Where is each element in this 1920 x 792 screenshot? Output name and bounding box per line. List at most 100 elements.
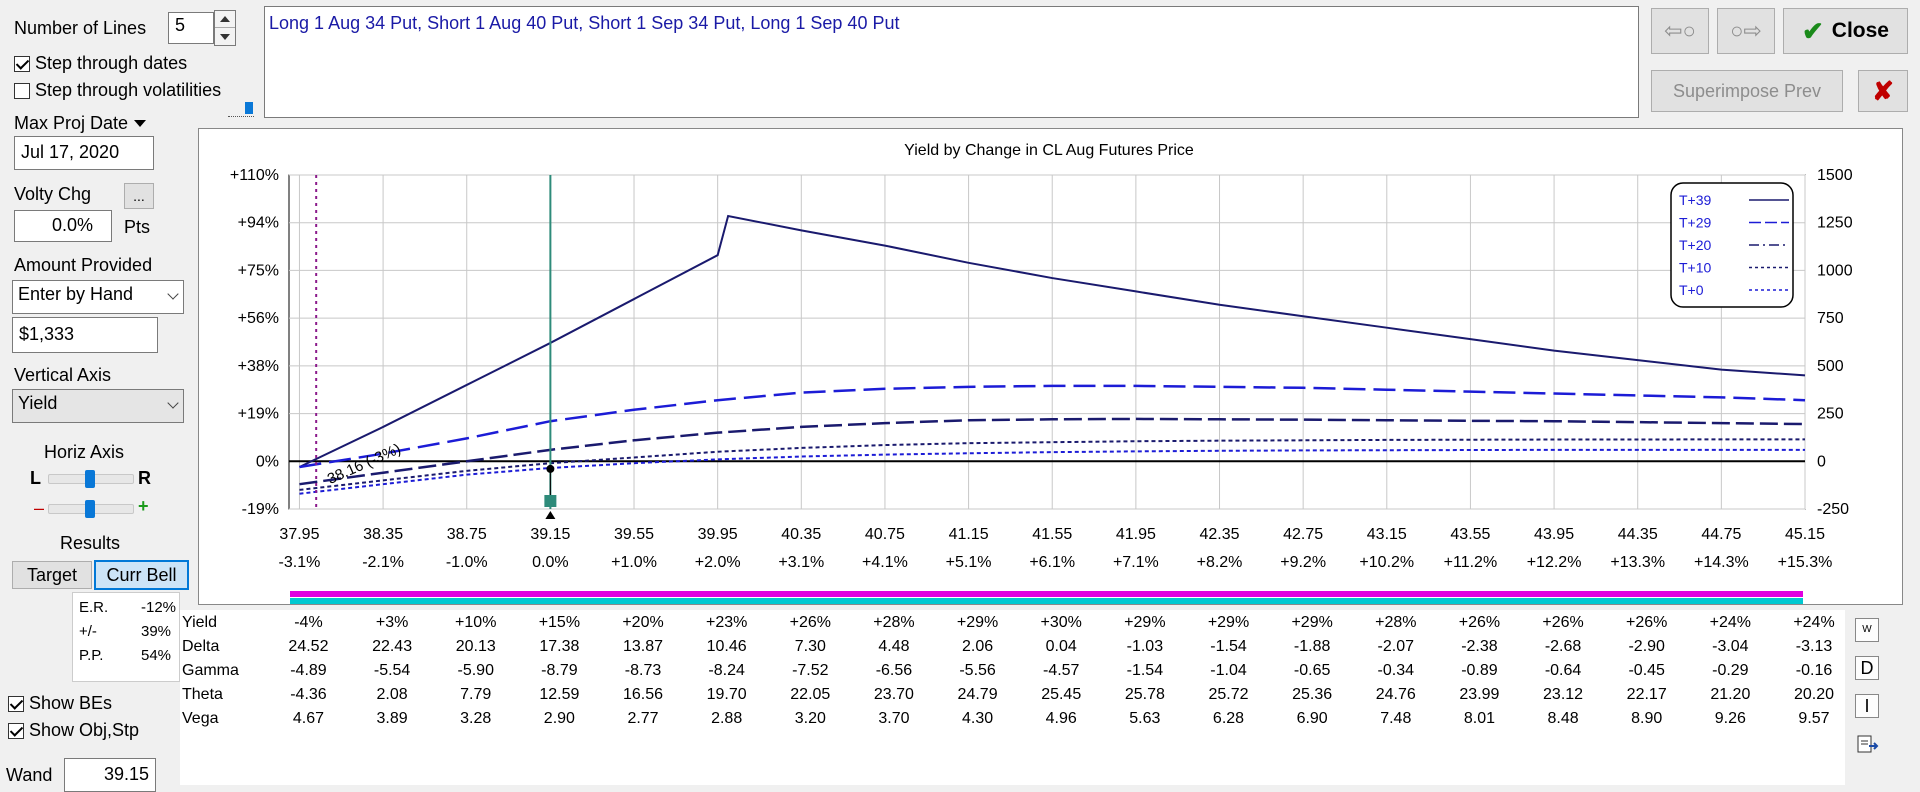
volty-options-button[interactable]: ... [124, 183, 154, 209]
step-vols-label: Step through volatilities [35, 80, 222, 100]
x-pct-label: +8.2% [1197, 554, 1243, 571]
max-proj-date-input[interactable]: Jul 17, 2020 [14, 136, 154, 170]
wand-input[interactable]: 39.15 [64, 758, 156, 792]
x-tick-label: 38.75 [447, 526, 487, 543]
x-tick-label: 39.15 [530, 526, 570, 543]
greeks-table: Yield -4% +3% +10% +15% +20% +23% +26% +28% +29% +… [180, 610, 1845, 785]
spinner-up-icon[interactable] [215, 11, 235, 28]
greek-row-label: Delta [182, 638, 220, 655]
y-right-tick-label: 750 [1817, 310, 1844, 327]
greek-cell: 3.20 [794, 710, 826, 727]
greek-cell: 8.01 [1463, 710, 1495, 727]
show-obj-label: Show Obj,Stp [29, 720, 140, 740]
greek-cell: 7.48 [1380, 710, 1412, 727]
slider-thumb[interactable] [85, 500, 95, 518]
greek-cell: 21.20 [1710, 686, 1751, 703]
step-vols-checkbox[interactable]: Step through volatilities [14, 80, 221, 101]
greek-cell: -0.89 [1461, 662, 1498, 679]
max-proj-date-label[interactable]: Max Proj Date [14, 113, 147, 134]
show-obj-checkbox[interactable]: Show Obj,Stp [8, 720, 139, 741]
superimpose-prev-button[interactable]: Superimpose Prev [1651, 70, 1843, 112]
info-i-icon[interactable]: I [1855, 694, 1879, 718]
x-tick-label: 44.35 [1618, 526, 1658, 543]
greek-cell: 20.20 [1793, 686, 1835, 703]
amount-input[interactable]: $1,333 [12, 317, 158, 353]
greek-cell: +28% [1375, 614, 1417, 631]
greek-cell: +30% [1040, 614, 1082, 631]
zoom-minus-icon: – [34, 498, 45, 518]
greek-cell: 8.90 [1631, 710, 1663, 727]
y-right-tick-label: -250 [1817, 501, 1849, 518]
strategy-description[interactable]: Long 1 Aug 34 Put, Short 1 Aug 40 Put, S… [264, 6, 1639, 118]
greek-cell: +29% [956, 614, 999, 631]
greek-cell: -5.56 [959, 662, 996, 679]
close-button[interactable]: ✔ Close [1783, 8, 1908, 54]
greek-cell: 2.88 [711, 710, 743, 727]
x-tick-label: 45.15 [1785, 526, 1825, 543]
step-dates-checkbox[interactable]: Step through dates [14, 53, 187, 74]
horiz-axis-left-label: L [30, 468, 41, 488]
greek-cell: 3.28 [460, 710, 492, 727]
amount-provided-label: Amount Provided [14, 255, 153, 275]
forward-arrow-button[interactable]: ○⇨ [1717, 8, 1775, 54]
legend-label: T+39 [1679, 192, 1712, 208]
vertical-axis-select[interactable]: Yield [12, 389, 184, 423]
y-left-tick-label: +94% [238, 215, 279, 232]
x-tick-label: 40.75 [865, 526, 905, 543]
x-tick-label: 43.95 [1534, 526, 1574, 543]
greek-cell: 4.30 [962, 710, 994, 727]
volty-units-label: Pts [124, 217, 151, 237]
back-arrow-button[interactable]: ⇦○ [1651, 8, 1709, 54]
greek-cell: +28% [873, 614, 915, 631]
export-icon[interactable] [1855, 732, 1881, 756]
checkbox-icon [14, 55, 30, 72]
y-left-tick-label: +110% [230, 167, 279, 184]
show-bes-checkbox[interactable]: Show BEs [8, 693, 112, 714]
greek-cell: 24.79 [957, 686, 998, 703]
amount-mode-select[interactable]: Enter by Hand [12, 280, 184, 314]
greek-cell: 20.13 [455, 638, 496, 655]
greek-cell: 6.28 [1212, 710, 1245, 727]
greek-cell: -0.65 [1293, 662, 1331, 679]
width-toggle-icon[interactable]: W [1855, 618, 1879, 642]
greek-cell: -2.68 [1544, 638, 1582, 655]
y-right-tick-label: 1500 [1817, 167, 1853, 184]
greek-cell: 22.43 [372, 638, 413, 655]
horiz-axis-right-label: R [138, 468, 151, 488]
check-icon: ✔ [1802, 15, 1824, 46]
y-left-tick-label: 0% [256, 453, 279, 470]
x-tick-label: 43.15 [1367, 526, 1407, 543]
chevron-down-icon [167, 397, 179, 409]
num-lines-input[interactable]: 5 [168, 12, 214, 44]
greek-cell: -8.24 [708, 662, 745, 679]
chart-panel[interactable]: Yield by Change in CL Aug Futures Price … [198, 128, 1903, 605]
close-x-icon: ✘ [1872, 75, 1894, 106]
delete-button[interactable]: ✘ [1858, 70, 1908, 112]
target-button[interactable]: Target [12, 561, 92, 589]
greek-cell: -4.36 [290, 686, 327, 703]
greek-cell: 2.77 [627, 710, 659, 727]
greek-cell: +20% [622, 614, 664, 631]
greek-row-label: Theta [182, 686, 223, 703]
x-pct-label: 0.0% [532, 554, 568, 571]
checkbox-icon [8, 695, 24, 712]
greek-cell: +26% [1626, 614, 1668, 631]
vol-step-slider[interactable] [228, 100, 254, 120]
magenta-range-bar [290, 591, 1803, 597]
greek-cell: -0.16 [1795, 662, 1833, 679]
detail-d-icon[interactable]: D [1855, 656, 1879, 680]
curr-bell-button[interactable]: Curr Bell [94, 560, 189, 590]
num-lines-spinner[interactable] [214, 10, 236, 46]
greek-cell: 6.90 [1296, 710, 1328, 727]
results-box: E.R. -12% +/- 39% P.P. 54% [72, 592, 180, 682]
volty-chg-input[interactable]: 0.0% [14, 210, 112, 242]
slider-thumb[interactable] [85, 470, 95, 488]
spinner-down-icon[interactable] [215, 28, 235, 45]
greek-cell: -5.90 [457, 662, 494, 679]
greek-cell: +29% [1207, 614, 1250, 631]
zoom-slider[interactable] [48, 500, 134, 518]
yield-chart[interactable]: Yield by Change in CL Aug Futures Price … [199, 129, 1904, 606]
x-pct-label: +14.3% [1694, 554, 1749, 571]
show-bes-label: Show BEs [29, 693, 113, 713]
horiz-axis-slider[interactable] [48, 470, 134, 488]
